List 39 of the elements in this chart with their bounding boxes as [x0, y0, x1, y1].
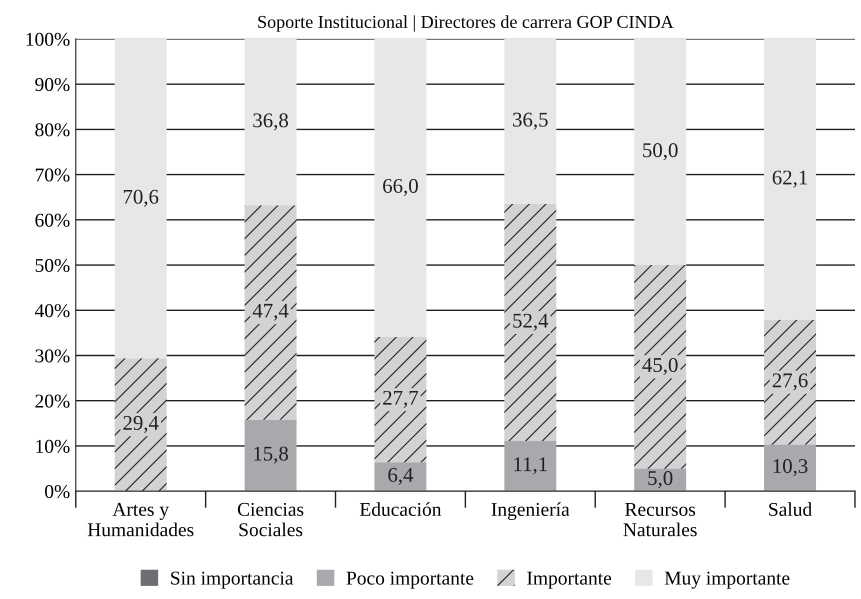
- legend-label: Importante: [527, 572, 612, 589]
- x-tick-label: Artes y Humanidades: [88, 502, 194, 536]
- y-tick-label: 50%: [36, 258, 70, 272]
- y-tick-label: 60%: [35, 214, 70, 227]
- y-tick-label: 80%: [35, 123, 70, 136]
- data-label: 52,4: [513, 314, 548, 331]
- data-label: 6,4: [388, 468, 414, 485]
- data-label: 70,6: [124, 190, 158, 207]
- legend-label: Sin importancia: [171, 572, 294, 589]
- y-tick-label: 90%: [35, 78, 70, 92]
- x-tick-label: Ciencias Sociales: [238, 502, 304, 536]
- x-tick-label: Educación: [360, 502, 442, 516]
- y-tick-label: 70%: [36, 168, 70, 182]
- data-label: 50,0: [643, 143, 678, 160]
- x-tick-label: Ingeniería: [492, 502, 570, 520]
- data-label: 5,0: [648, 471, 672, 488]
- data-label: 29,4: [123, 416, 159, 433]
- data-label: 36,5: [513, 112, 548, 130]
- legend-label: Poco importante: [346, 572, 474, 589]
- y-tick-label: 30%: [36, 349, 70, 363]
- x-tick-label: Recursos Naturales: [623, 503, 697, 536]
- data-label: 66,0: [383, 178, 418, 196]
- data-label: 45,0: [642, 358, 678, 376]
- data-label: 36,8: [253, 113, 288, 130]
- y-tick-label: 100%: [26, 32, 70, 46]
- y-tick-label: 0%: [45, 484, 70, 498]
- data-label: 10,3: [774, 459, 808, 476]
- y-tick-label: 40%: [34, 304, 70, 318]
- data-label: 62,1: [772, 170, 808, 188]
- data-label: 15,8: [254, 446, 288, 464]
- y-tick-label: 20%: [35, 394, 70, 408]
- chart-title: Soporte Institucional | Directores de carrera GOP CINDA: [258, 15, 674, 32]
- data-label: 11,1: [514, 457, 547, 474]
- data-label: 27,7: [383, 390, 418, 408]
- y-tick-label: 10%: [36, 440, 70, 453]
- x-tick-label: Salud: [769, 502, 812, 516]
- data-label: 27,6: [772, 373, 808, 390]
- legend-label: Muy importante: [664, 572, 790, 589]
- data-label: 47,4: [252, 304, 288, 321]
